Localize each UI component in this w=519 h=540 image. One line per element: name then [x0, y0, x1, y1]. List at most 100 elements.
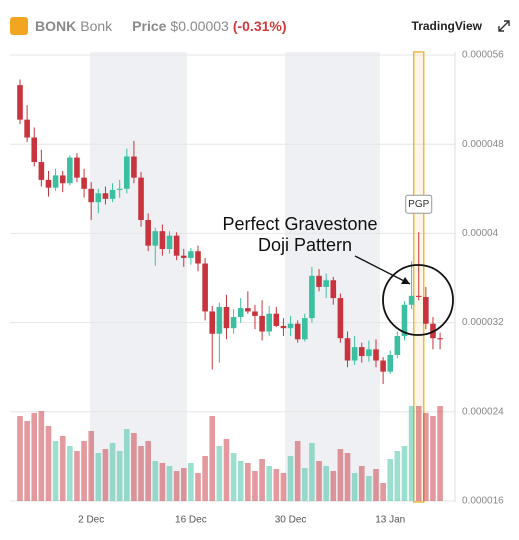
candle-body	[351, 347, 358, 361]
candle-body	[202, 263, 208, 312]
volume-bar	[59, 436, 66, 501]
coin-icon	[10, 17, 28, 35]
candle-body	[131, 156, 137, 178]
volume-bar	[273, 469, 280, 501]
y-tick-label: 0.00004	[462, 228, 499, 239]
volume-bar	[67, 446, 73, 501]
volume-bar	[131, 433, 137, 501]
candle-body	[145, 220, 151, 246]
volume-bar	[309, 443, 315, 501]
candle-body	[401, 304, 408, 336]
annotation: Doji Pattern	[258, 235, 352, 255]
volume-bar	[316, 461, 322, 501]
volume-bar	[138, 446, 144, 501]
volume-bar	[287, 456, 294, 501]
annotation: Perfect Gravestone	[222, 214, 377, 234]
arrow	[354, 255, 411, 285]
volume-bar	[230, 453, 237, 501]
volume-bar	[52, 441, 59, 501]
candle-body	[423, 296, 429, 324]
candle-body	[152, 231, 159, 246]
volume-bar	[358, 466, 365, 501]
candle-body	[245, 308, 251, 312]
candle-body	[88, 188, 94, 203]
volume-bar	[88, 431, 94, 501]
volume-bar	[166, 466, 173, 501]
candle-body	[309, 275, 315, 319]
candle-body	[95, 193, 102, 203]
volume-bar	[202, 456, 208, 501]
brand[interactable]: TradingView	[411, 19, 482, 33]
x-tick-label: 13 Jan	[375, 515, 405, 526]
expand-icon[interactable]	[498, 20, 510, 32]
candle-body	[316, 275, 322, 287]
candle-body	[52, 175, 59, 188]
candle-body	[237, 308, 244, 318]
volume-bar	[330, 471, 337, 501]
volume-bar	[180, 468, 187, 501]
volume-bar	[145, 441, 151, 501]
volume-bar	[408, 406, 415, 501]
volume-bar	[38, 411, 45, 501]
highlight-label: PGP	[408, 199, 429, 210]
candle-body	[387, 354, 394, 372]
candle-body	[323, 280, 329, 287]
volume-bar	[337, 449, 344, 501]
y-tick-label: 0.000048	[462, 139, 504, 150]
candle-body	[437, 338, 443, 340]
volume-bar	[81, 441, 87, 501]
volume-bar	[437, 406, 443, 501]
candle-body	[415, 295, 422, 297]
candle-body	[287, 323, 294, 329]
volume-bar	[302, 468, 308, 501]
arrow-head	[401, 277, 410, 284]
y-tick-label: 0.000032	[462, 317, 504, 328]
volume-bar	[259, 459, 265, 501]
volume-bar	[17, 416, 23, 501]
candle-body	[209, 311, 216, 334]
candle-body	[74, 157, 80, 178]
volume-bar	[45, 426, 52, 501]
volume-bar	[252, 471, 258, 501]
candle-body	[366, 349, 372, 357]
volume-bar	[423, 413, 429, 501]
candle-body	[373, 349, 379, 361]
candle-body	[302, 318, 308, 340]
candle-body	[188, 251, 194, 258]
x-tick-label: 2 Dec	[78, 515, 104, 526]
volume-bar	[116, 451, 123, 501]
volume-bar	[95, 453, 102, 501]
header: BONK Bonk Price $0.00003 (-0.31%) Tradin…	[10, 14, 510, 38]
volume-bar	[237, 461, 244, 501]
candle-body	[173, 235, 180, 256]
candle-body	[180, 255, 187, 258]
volume-bar	[74, 451, 80, 501]
candle-body	[17, 85, 23, 120]
y-tick-label: 0.000056	[462, 50, 504, 61]
candle-body	[166, 235, 173, 250]
candle-body	[294, 323, 301, 340]
candle-body	[102, 193, 109, 199]
candle-body	[344, 338, 351, 361]
candle-body	[81, 177, 87, 189]
volume-bar	[366, 476, 372, 501]
candle-body	[252, 311, 258, 316]
y-tick-label: 0.000024	[462, 406, 504, 417]
candle-body	[266, 313, 272, 332]
x-tick-label: 16 Dec	[175, 515, 207, 526]
shade-band	[285, 52, 380, 502]
volume-bar	[351, 473, 358, 501]
candle-body	[195, 251, 201, 264]
volume-bar	[216, 446, 223, 501]
candle-body	[330, 280, 337, 299]
volume-bar	[344, 453, 351, 501]
candle-body	[138, 177, 144, 221]
volume-bar	[102, 449, 109, 501]
candle-body	[394, 335, 401, 355]
volume-bar	[266, 466, 272, 501]
price: $0.00003	[170, 18, 229, 34]
volume-bar	[188, 463, 194, 501]
volume-bar	[245, 463, 251, 501]
volume-bar	[430, 416, 436, 501]
